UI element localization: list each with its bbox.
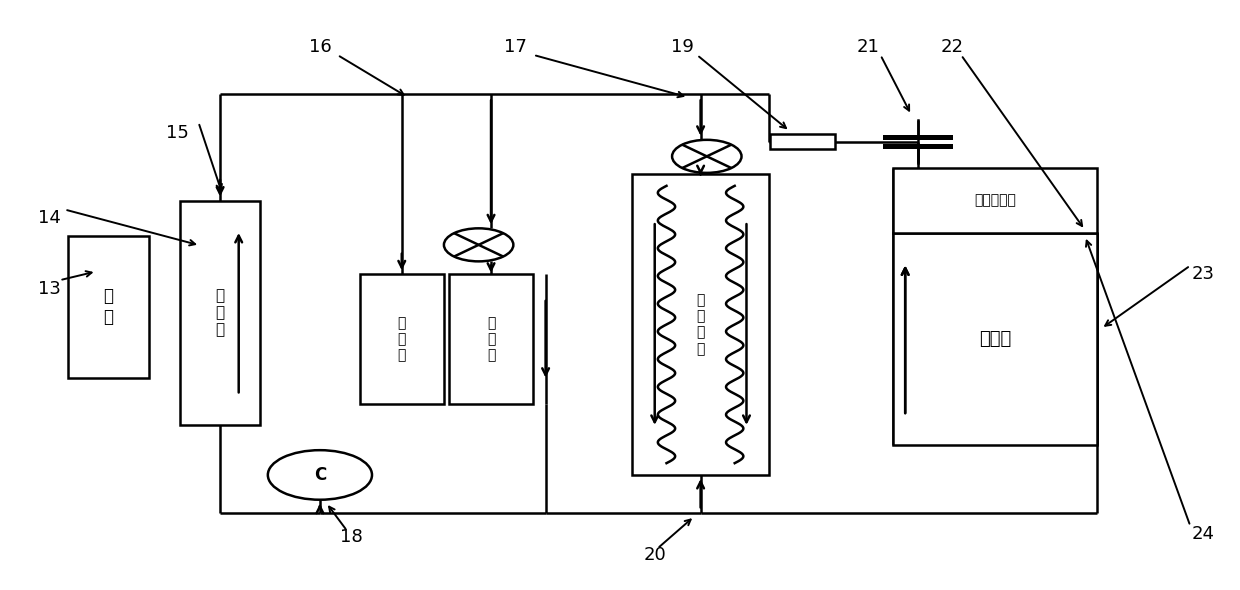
Text: 15: 15 (166, 124, 188, 142)
Circle shape (444, 228, 513, 261)
Bar (632, 174, 769, 475)
Text: 18: 18 (340, 528, 362, 546)
Text: 21: 21 (857, 38, 879, 56)
Circle shape (672, 140, 742, 173)
Text: C: C (314, 466, 326, 484)
Bar (449, 274, 533, 404)
Text: 14: 14 (38, 209, 61, 227)
Text: 冷
凝
器: 冷 凝 器 (216, 288, 224, 337)
Bar (180, 201, 260, 425)
Text: 24: 24 (1192, 525, 1214, 543)
Text: 20: 20 (644, 546, 666, 563)
Text: 电池箱: 电池箱 (978, 330, 1012, 348)
Bar (360, 274, 444, 404)
Text: 13: 13 (38, 280, 61, 298)
Circle shape (268, 450, 372, 500)
Text: 19: 19 (671, 38, 693, 56)
Text: 风
扇: 风 扇 (103, 287, 114, 326)
Bar (893, 233, 1097, 445)
Bar (893, 168, 1097, 233)
Text: 22: 22 (941, 38, 963, 56)
Text: 鼓
风
机: 鼓 风 机 (398, 316, 405, 362)
Text: 23: 23 (1192, 266, 1214, 283)
Text: 17: 17 (505, 38, 527, 56)
Text: 蒸
发
器: 蒸 发 器 (487, 316, 495, 362)
Text: 热
交
换
器: 热 交 换 器 (697, 293, 704, 356)
Text: 电加热装置: 电加热装置 (975, 194, 1016, 208)
Bar (770, 134, 835, 149)
Bar (68, 236, 149, 378)
Text: 16: 16 (309, 38, 331, 56)
